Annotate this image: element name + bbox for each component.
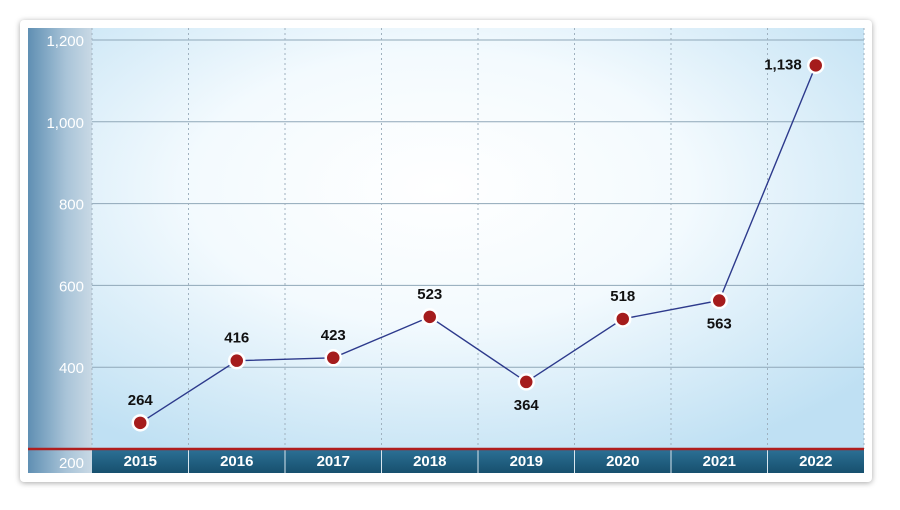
x-axis-dividers xyxy=(188,450,768,473)
y-tick-label: 200 xyxy=(59,455,84,472)
y-axis-band xyxy=(28,28,92,473)
data-label: 364 xyxy=(514,397,540,414)
y-tick-label: 1,000 xyxy=(46,115,84,132)
data-point xyxy=(324,349,342,367)
grid-lines xyxy=(91,28,865,449)
x-tick-label: 2021 xyxy=(703,453,736,470)
y-tick-label: 600 xyxy=(59,278,84,295)
x-tick-label: 2016 xyxy=(220,453,253,470)
data-point xyxy=(710,291,728,310)
data-points xyxy=(131,56,825,432)
data-point xyxy=(614,310,632,328)
y-axis-ticks: 200 400 600 800 1,000 1,200 xyxy=(46,33,84,472)
data-point xyxy=(517,373,535,391)
data-label: 523 xyxy=(417,286,442,303)
data-label: 518 xyxy=(610,288,635,305)
x-tick-label: 2017 xyxy=(317,453,350,470)
x-tick-label: 2020 xyxy=(606,453,639,470)
x-axis-ticks: 2015 2016 2017 2018 2019 2020 2021 2022 xyxy=(124,453,833,470)
y-tick-label: 800 xyxy=(59,197,84,214)
data-label: 264 xyxy=(128,392,154,409)
data-point xyxy=(131,414,149,432)
data-point xyxy=(228,351,246,370)
x-tick-label: 2022 xyxy=(799,453,832,470)
data-labels: 264 416 423 523 364 518 563 1,138 xyxy=(128,56,802,414)
series-line xyxy=(139,65,817,424)
chart-card: 200 400 600 800 1,000 1,200 2015 2016 2017 2018 2… xyxy=(20,20,872,482)
data-point xyxy=(421,308,439,326)
data-label: 416 xyxy=(224,330,249,347)
data-label: 563 xyxy=(707,316,732,333)
x-tick-label: 2019 xyxy=(510,453,543,470)
y-tick-label: 400 xyxy=(59,360,84,377)
x-tick-label: 2015 xyxy=(124,453,157,470)
data-label: 423 xyxy=(321,327,346,344)
x-tick-label: 2018 xyxy=(413,453,446,470)
y-tick-label: 1,200 xyxy=(46,33,84,50)
data-label: 1,138 xyxy=(764,56,802,73)
data-point xyxy=(807,56,825,75)
